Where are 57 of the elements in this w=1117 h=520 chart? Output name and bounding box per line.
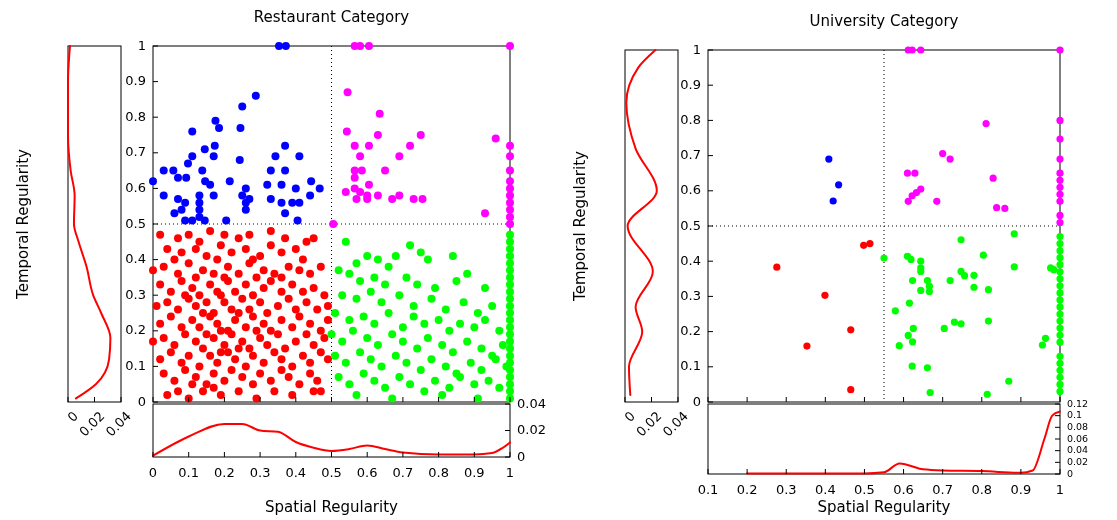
y-tick-label: 0 [137,393,146,409]
y-tick-label: 1 [692,41,701,57]
y-tick-label: 0.2 [125,322,146,338]
y-tick-label: 0.7 [125,144,146,160]
y-tick-label: 0.3 [125,286,146,302]
x-tick-label: 0 [64,408,81,425]
x-tick-label: 0.7 [932,482,954,497]
y-tick-label: 0.2 [680,323,701,339]
y-tick-label: 0.7 [680,147,701,163]
y-tick-label: 0.6 [680,182,701,198]
y-tick-label: 0.4 [125,251,146,267]
x-tick-label: 0.9 [1010,482,1032,497]
y-axis-title: Temporal Regularity [571,150,589,302]
y-tick-label: 0.5 [125,215,146,231]
y-tick-label: 0.08 [1067,420,1089,432]
y-tick-label: 0.06 [1067,432,1089,444]
y-tick-label: 1 [137,37,146,53]
y-tick-label: 0.9 [125,73,146,89]
y-tick-label: 0.04 [1067,444,1089,456]
x-tick-label: 0.2 [736,482,758,497]
x-tick-label: 0.3 [249,465,271,480]
x-tick-label: 1 [1055,482,1065,497]
x-tick-label: 0.6 [893,482,914,497]
x-axis-title: Spatial Regularity [265,498,399,516]
x-tick-label: 0.8 [971,482,993,497]
x-tick-label: 0.9 [463,465,485,480]
x-axis-title: Spatial Regularity [817,498,951,516]
y-tick-label: 0.8 [125,108,146,124]
x-tick-label: 0 [621,408,638,425]
x-tick-label: 0.4 [814,482,836,497]
x-tick-label: 0.6 [356,465,378,480]
y-tick-label: 0.6 [125,179,146,195]
y-tick-label: 0.9 [680,76,701,92]
x-tick-label: 0.5 [321,465,342,480]
chart-title: Restaurant Category [253,8,410,26]
x-tick-label: 0.5 [854,482,875,497]
y-tick-label: 0.04 [517,395,546,411]
x-tick-label: 0 [148,465,158,480]
y-tick-label: 0.3 [680,287,701,303]
y-tick-label: 0.1 [680,358,701,374]
x-tick-label: 0.3 [775,482,797,497]
y-tick-label: 0.8 [680,111,701,127]
y-tick-label: 0.4 [680,252,701,268]
x-tick-label: 1 [505,465,515,480]
y-tick-label: 0 [517,448,526,464]
x-tick-label: 0.2 [214,465,235,480]
y-tick-label: 0.1 [125,357,146,373]
y-tick-label: 0.5 [680,217,701,233]
x-tick-label: 0.1 [178,465,200,480]
x-tick-label: 0.4 [285,465,307,480]
y-tick-label: 0.02 [1067,455,1089,467]
x-tick-label: 0.7 [392,465,414,480]
chart-title: University Category [809,12,959,30]
x-tick-label: 0.8 [428,465,449,480]
y-tick-label: 0.12 [1067,397,1089,409]
y-tick-label: 0 [692,393,701,409]
y-axis-title: Temporal Regularity [14,148,32,300]
